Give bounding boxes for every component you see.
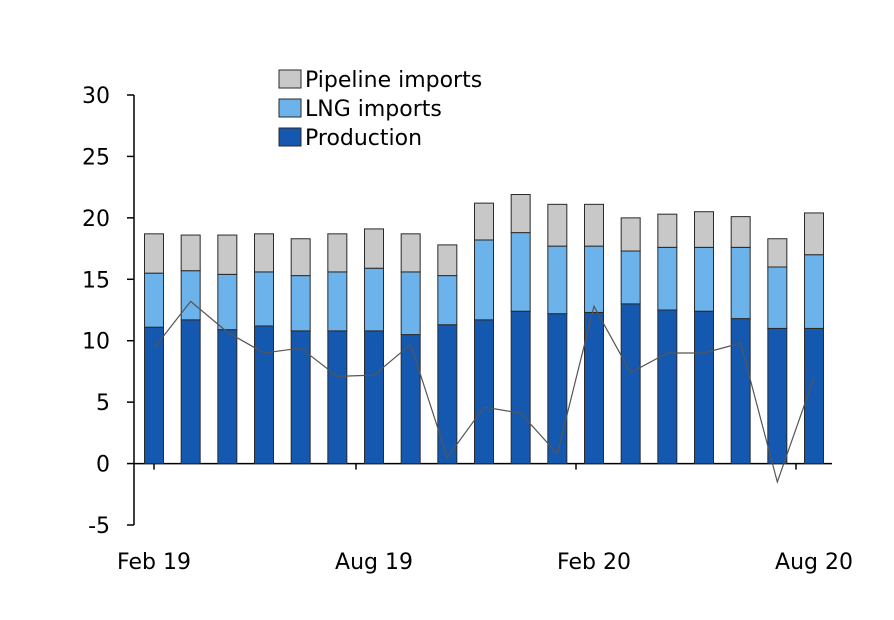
bar-production: [510, 310, 531, 465]
bar-pipeline-imports: [547, 203, 568, 247]
y-tick-label: 0: [96, 453, 110, 478]
bar-production: [657, 309, 678, 465]
bar-lng-imports: [694, 246, 714, 312]
bar-pipeline-imports: [290, 238, 311, 277]
bar-production: [364, 330, 384, 465]
bar-lng-imports: [657, 246, 678, 311]
bar-production: [400, 334, 421, 465]
y-tick-label: -5: [88, 514, 110, 539]
bar-production: [767, 327, 788, 465]
bar-lng-imports: [620, 250, 641, 305]
bar-pipeline-imports: [474, 202, 494, 241]
y-tick-label: 30: [82, 84, 110, 109]
bar-production: [547, 313, 568, 465]
bar-production: [217, 329, 238, 465]
legend-label: Pipeline imports: [305, 68, 482, 93]
bar-lng-imports: [437, 275, 458, 326]
bar-lng-imports: [144, 272, 164, 328]
bar-lng-imports: [217, 273, 238, 331]
bar-lng-imports: [584, 245, 604, 313]
bar-lng-imports: [547, 245, 568, 315]
bar-layer: [144, 194, 824, 465]
bar-pipeline-imports: [144, 233, 164, 274]
bar-lng-imports: [767, 266, 788, 329]
bar-lng-imports: [804, 254, 824, 329]
bar-production: [474, 319, 494, 465]
legend-swatch: [278, 98, 302, 118]
bar-production: [327, 330, 348, 465]
x-tick-label: Aug 19: [335, 550, 413, 575]
bar-lng-imports: [180, 270, 201, 321]
bar-pipeline-imports: [510, 194, 531, 234]
axes: -5 0 5 10 15 20 25 30 Feb 19 Aug 19 Feb 20 Aug 20: [82, 84, 853, 575]
bar-lng-imports: [400, 271, 421, 336]
legend: Pipeline imports LNG imports Production: [278, 68, 482, 151]
line-series: [153, 300, 815, 485]
bar-lng-imports: [327, 271, 348, 332]
line-layer: [153, 300, 815, 485]
bar-production: [694, 310, 714, 465]
bar-lng-imports: [290, 275, 311, 332]
bar-pipeline-imports: [620, 217, 641, 252]
bar-pipeline-imports: [730, 216, 751, 248]
x-tick-label: Feb 20: [557, 550, 631, 575]
bar-pipeline-imports: [364, 228, 384, 269]
legend-label: Production: [305, 126, 422, 151]
x-tick-label: Feb 19: [117, 550, 191, 575]
bar-production: [620, 303, 641, 465]
bar-pipeline-imports: [217, 234, 238, 275]
bar-pipeline-imports: [767, 238, 788, 268]
legend-label: LNG imports: [305, 97, 442, 122]
bar-production: [290, 330, 311, 465]
legend-swatch: [278, 69, 302, 89]
bar-lng-imports: [254, 271, 274, 327]
bar-pipeline-imports: [327, 233, 348, 273]
bar-production: [730, 318, 751, 465]
bar-pipeline-imports: [804, 212, 824, 256]
bar-pipeline-imports: [584, 203, 604, 247]
y-tick-label: 5: [96, 391, 110, 416]
bar-production: [180, 319, 201, 465]
bar-pipeline-imports: [400, 233, 421, 273]
y-tick-label: 15: [82, 268, 110, 293]
bar-pipeline-imports: [437, 244, 458, 277]
bar-lng-imports: [364, 267, 384, 332]
bar-production: [437, 324, 458, 465]
bar-lng-imports: [730, 246, 751, 320]
x-tick-label: Aug 20: [775, 550, 853, 575]
bar-lng-imports: [474, 239, 494, 321]
legend-swatch: [278, 127, 302, 147]
bar-production: [254, 325, 274, 465]
bar-pipeline-imports: [254, 233, 274, 273]
bar-lng-imports: [510, 232, 531, 312]
y-tick-label: 20: [82, 207, 110, 232]
y-tick-label: 25: [82, 145, 110, 170]
bar-pipeline-imports: [180, 234, 201, 272]
y-tick-label: 10: [82, 330, 110, 355]
bar-pipeline-imports: [657, 213, 678, 248]
bar-pipeline-imports: [694, 211, 714, 248]
